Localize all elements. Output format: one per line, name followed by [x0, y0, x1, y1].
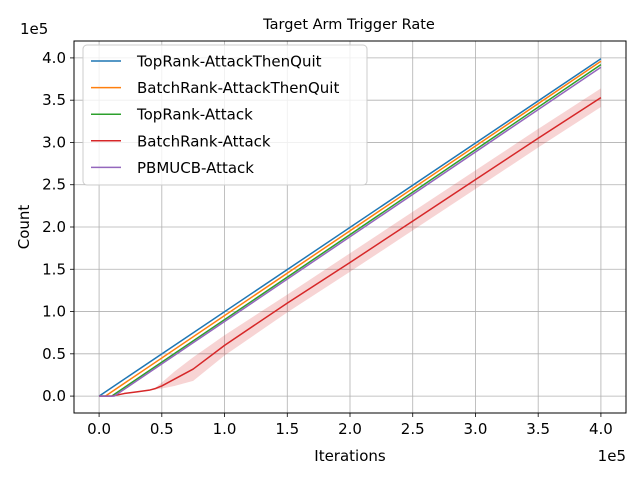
x-offset-text: 1e5: [598, 447, 626, 465]
y-tick-label: 0.0: [42, 387, 66, 405]
y-tick-label: 3.0: [42, 133, 66, 151]
y-axis-label: Count: [15, 205, 33, 250]
legend-label: BatchRank-Attack: [137, 132, 271, 150]
x-tick-label: 1.0: [213, 420, 237, 438]
y-tick-label: 4.0: [42, 49, 66, 67]
x-tick-label: 1.5: [275, 420, 299, 438]
y-tick-label: 2.0: [42, 218, 66, 236]
y-tick-label: 2.5: [42, 176, 66, 194]
x-tick-label: 4.0: [589, 420, 613, 438]
x-tick-label: 3.0: [464, 420, 488, 438]
x-tick-label: 2.0: [338, 420, 362, 438]
x-tick-label: 0.0: [87, 420, 111, 438]
legend-label: TopRank-AttackThenQuit: [136, 53, 322, 71]
legend: TopRank-AttackThenQuit BatchRank-AttackTh…: [82, 44, 368, 186]
series-line-3: [99, 97, 602, 397]
y-tick-label: 1.0: [42, 303, 66, 321]
y-offset-text: 1e5: [20, 20, 48, 38]
legend-label: BatchRank-AttackThenQuit: [137, 79, 339, 97]
chart-title: Target Arm Trigger Rate: [262, 17, 435, 33]
legend-label: TopRank-Attack: [136, 106, 253, 124]
x-tick-label: 2.5: [401, 420, 425, 438]
legend-box: [82, 44, 368, 186]
y-axis-ticks: 0.0 0.5 1.0 1.5 2.0 2.5 3.0 3.5 4.0: [42, 49, 74, 405]
y-tick-label: 1.5: [42, 260, 66, 278]
x-tick-label: 0.5: [150, 420, 174, 438]
series-line-4: [99, 66, 602, 397]
series-line-0: [98, 58, 602, 397]
series-lines: [98, 58, 602, 397]
x-tick-label: 3.5: [526, 420, 550, 438]
y-tick-label: 0.5: [42, 345, 66, 363]
x-axis-label: Iterations: [314, 447, 386, 465]
x-axis-ticks: 0.0 0.5 1.0 1.5 2.0 2.5 3.0 3.5 4.0: [87, 413, 613, 438]
y-tick-label: 3.5: [42, 91, 66, 109]
legend-label: PBMUCB-Attack: [137, 159, 254, 177]
